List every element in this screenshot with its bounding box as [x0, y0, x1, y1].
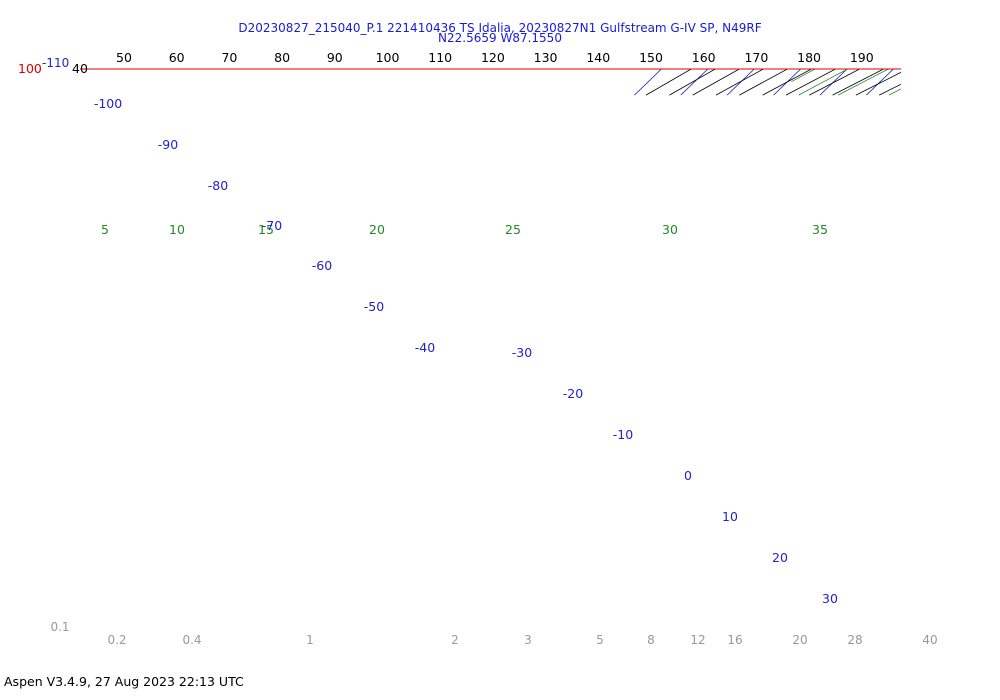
isotherm-label: -90	[158, 137, 178, 152]
theta-tick-label: 110	[428, 50, 452, 65]
dry-adiabat-line	[715, 69, 765, 96]
mixing-ratio-label: 1	[306, 633, 314, 647]
moist-adiabat-label: 25	[505, 222, 521, 237]
dry-adiabat-line	[903, 0, 1000, 95]
isotherm-label: 20	[772, 550, 788, 565]
dry-adiabat-line	[645, 69, 693, 96]
mixing-ratio-label: 0.4	[182, 633, 201, 647]
theta-tick-label: 160	[692, 50, 716, 65]
moist-adiabat-label: 35	[812, 222, 828, 237]
dry-adiabat-line	[973, 0, 1000, 95]
mixing-ratio-label: 3	[524, 633, 532, 647]
pressure-tick-label: 100	[18, 61, 42, 76]
moist-adiabat-line	[956, 0, 1000, 95]
theta-tick-label: 70	[221, 50, 237, 65]
dry-adiabat-line	[926, 0, 1000, 95]
chart-location: N22.5659 W87.1550	[438, 31, 562, 45]
pressure-tick-label-extra: -110	[42, 56, 69, 70]
background-grid	[634, 0, 1000, 96]
mixing-ratio-label: 16	[727, 633, 742, 647]
dry-adiabat-line	[832, 69, 885, 96]
mixing-ratio-label: 28	[847, 633, 862, 647]
isotherm-label: 10	[722, 509, 738, 524]
dry-adiabat-line	[739, 69, 789, 96]
theta-tick-label: 170	[744, 50, 768, 65]
dry-adiabat-line	[879, 83, 901, 96]
dry-adiabat-line	[809, 69, 861, 96]
isotherm-label: -40	[415, 340, 435, 355]
isotherm-label: -50	[364, 299, 384, 314]
isotherm-label: -30	[512, 345, 532, 360]
chart-title: D20230827_215040_P.1 221410436 TS Idalia…	[238, 21, 762, 35]
isotherm-label: -20	[563, 386, 583, 401]
theta-tick-label: 50	[116, 50, 132, 65]
mixing-ratio-label: 0.2	[107, 633, 126, 647]
mixing-ratio-label: 12	[690, 633, 705, 647]
dry-adiabat-line	[692, 69, 741, 96]
mixing-ratio-label: 20	[792, 633, 807, 647]
theta-tick-label: 80	[274, 50, 290, 65]
mixing-ratio-label: 40	[922, 633, 937, 647]
moist-adiabat-label: 10	[169, 222, 185, 237]
moist-adiabat-label: 30	[662, 222, 678, 237]
moist-adiabat-line	[832, 0, 1000, 45]
moist-adiabat-label: 15	[258, 222, 274, 237]
isotherm-line	[773, 69, 802, 96]
isotherm-label: -80	[208, 178, 228, 193]
mixing-ratio-label: 0.1	[50, 620, 69, 634]
theta-tick-label: 180	[797, 50, 821, 65]
isotherm-line	[819, 69, 848, 96]
moist-adiabat-line	[888, 88, 901, 96]
theta-tick-label: 150	[639, 50, 663, 65]
dry-adiabat-line	[996, 0, 1000, 95]
theta-tick-label: 90	[327, 50, 343, 65]
moist-adiabat-line	[798, 69, 849, 96]
isotherm-line	[959, 0, 1000, 95]
isotherm-line	[634, 69, 663, 96]
dry-adiabat-line	[949, 0, 1000, 95]
isotherm-line	[866, 69, 895, 96]
isotherm-label: -10	[613, 427, 633, 442]
isotherm-label: 30	[822, 591, 838, 606]
software-version-footer: Aspen V3.4.9, 27 Aug 2023 22:13 UTC	[4, 674, 244, 689]
moist-adiabat-label: 5	[101, 222, 109, 237]
theta-tick-label: 120	[481, 50, 505, 65]
isotherm-line	[680, 69, 709, 96]
moist-adiabat-line	[848, 0, 1000, 24]
theta-tick-label: 190	[850, 50, 874, 65]
theta-tick-label: 140	[586, 50, 610, 65]
mixing-ratio-label: 5	[596, 633, 604, 647]
isotherm-label: -60	[312, 258, 332, 273]
moist-adiabat-label: 20	[369, 222, 385, 237]
isotherm-label: -70	[262, 218, 282, 233]
theta-tick-label: 130	[534, 50, 558, 65]
theta-tick-label: 100	[376, 50, 400, 65]
isotherm-line	[726, 69, 755, 96]
dry-adiabat-label: 40	[72, 61, 88, 76]
dry-adiabat-line	[785, 69, 837, 96]
moist-adiabat-line	[837, 69, 890, 96]
isotherm-label: 0	[684, 468, 692, 483]
isotherm-label: -100	[94, 96, 122, 111]
isotherm-line	[913, 0, 1000, 95]
theta-tick-label: 60	[169, 50, 185, 65]
mixing-ratio-label: 8	[647, 633, 655, 647]
mixing-ratio-label: 2	[451, 633, 459, 647]
dry-adiabat-line	[855, 71, 901, 96]
